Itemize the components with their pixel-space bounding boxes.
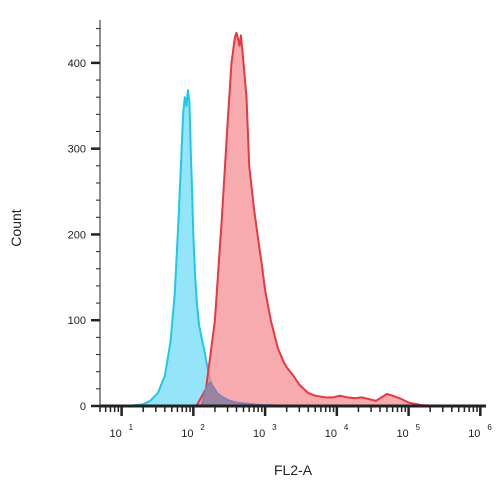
axes-layer: 0 100 200 300 400 10 1 10 2 10 3 10 4 10 5 10 6 [68,20,492,440]
x-axis-title: FL2-A [274,462,313,478]
y-tick-label: 0 [80,401,86,413]
series-3-area [201,382,280,406]
x-tick-exponent: 4 [344,423,349,432]
y-tick-label: 100 [68,315,86,327]
x-tick-exponent: 1 [129,423,134,432]
x-tick-label: 10 [325,428,337,440]
x-tick-label: 10 [253,428,265,440]
x-tick-exponent: 6 [487,423,492,432]
x-tick-label: 10 [181,428,193,440]
x-tick-label: 10 [468,428,480,440]
series-2-area [196,32,487,407]
x-tick-label: 10 [109,428,121,440]
series-2-line [195,31,486,407]
x-tick-exponent: 3 [272,423,277,432]
y-axis-title: Count [8,209,24,246]
y-tick-label: 200 [68,229,86,241]
y-tick-label: 400 [68,58,86,70]
x-tick-label: 10 [396,428,408,440]
y-tick-label: 300 [68,144,86,156]
x-tick-exponent: 5 [416,423,421,432]
x-tick-exponent: 2 [200,423,205,432]
series-layer [127,31,487,407]
